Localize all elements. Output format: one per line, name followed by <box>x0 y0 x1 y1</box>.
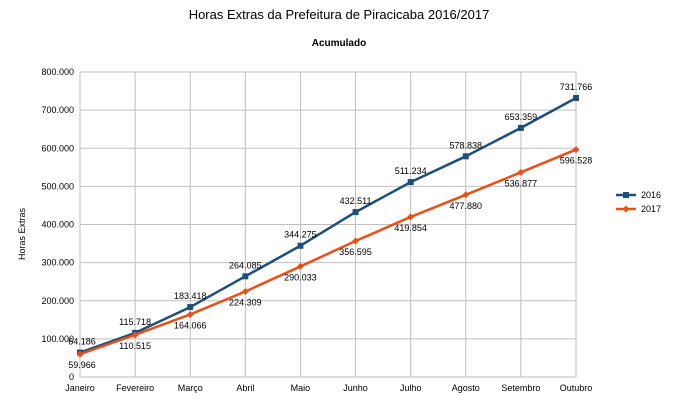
legend-marker-2016 <box>623 192 629 198</box>
series-line-2016 <box>79 96 577 354</box>
data-label-2017: 59.966 <box>68 360 96 370</box>
data-point-2016 <box>297 242 304 249</box>
x-tick-label: Setembro <box>501 383 540 393</box>
x-tick-label: Fevereiro <box>116 383 154 393</box>
data-point-2017 <box>131 331 139 339</box>
x-tick-label: Março <box>178 383 203 393</box>
data-point-2017 <box>517 168 525 176</box>
data-point-2016 <box>462 153 469 160</box>
axes: 0 100.000 200.000 300.000 400.000 500.000 600.… <box>41 67 592 393</box>
x-tick-label: Abril <box>236 383 254 393</box>
legend-label-2017: 2017 <box>641 204 661 214</box>
data-label-2017: 419.854 <box>394 223 427 233</box>
data-label-2017: 536.877 <box>505 178 538 188</box>
legend-marker-2017 <box>622 205 630 213</box>
y-tick-label: 300.000 <box>41 258 74 268</box>
y-tick-label: 400.000 <box>41 220 74 230</box>
x-tick-label: Julho <box>400 383 422 393</box>
data-label-2017: 164.066 <box>174 320 207 330</box>
plot-area-border <box>79 71 577 378</box>
legend: 2016 2017 <box>616 190 661 214</box>
y-tick-label: 800.000 <box>41 67 74 77</box>
y-axis-title: Horas Extras <box>17 207 27 260</box>
x-tick-label: Junho <box>343 383 368 393</box>
series-line-2017 <box>79 148 577 356</box>
data-point-2016 <box>573 95 579 102</box>
data-point-2017 <box>241 287 249 295</box>
data-label-2017: 224.309 <box>229 297 262 307</box>
data-label-2016: 432.511 <box>340 196 372 206</box>
y-tick-label: 500.000 <box>41 181 74 191</box>
data-labels: 64.186 115.718 183.418 264.085 344.275 432.51… <box>68 82 592 370</box>
series-lines <box>76 95 580 358</box>
y-tick-label: 600.000 <box>41 143 74 153</box>
y-tick-label: 100.000 <box>41 334 74 344</box>
data-label-2017: 356.595 <box>339 247 372 257</box>
data-label-2016: 653.359 <box>505 112 538 122</box>
data-label-2016: 115.718 <box>119 317 151 327</box>
data-label-2016: 344.275 <box>284 230 317 240</box>
x-tick-label: Outubro <box>560 383 593 393</box>
data-label-2016: 264.085 <box>229 260 262 270</box>
y-tick-label: 700.000 <box>41 105 74 115</box>
data-label-2016: 64.186 <box>68 337 96 347</box>
data-label-2017: 477.880 <box>450 201 483 211</box>
data-point-2016 <box>407 179 414 186</box>
data-point-2017 <box>352 237 360 245</box>
data-point-2016 <box>517 124 524 131</box>
data-point-2017 <box>462 191 470 199</box>
legend-label-2016: 2016 <box>641 190 661 200</box>
data-point-2016 <box>187 304 194 311</box>
y-tick-label: 200.000 <box>41 296 74 306</box>
x-tick-label: Maio <box>291 383 311 393</box>
x-tick-label: Janeiro <box>65 383 95 393</box>
data-label-2016: 511.234 <box>395 166 427 176</box>
data-point-2017 <box>296 262 304 270</box>
gridlines <box>79 71 577 378</box>
data-point-2017 <box>76 350 84 358</box>
chart-subtitle: Acumulado <box>312 38 366 49</box>
data-label-2017: 110.515 <box>119 341 151 351</box>
data-point-2017 <box>572 146 580 154</box>
data-point-2017 <box>407 213 415 221</box>
x-tick-label: Agosto <box>452 383 480 393</box>
data-label-2016: 578.838 <box>450 140 483 150</box>
data-label-2016: 731.766 <box>560 82 593 92</box>
data-label-2016: 183.418 <box>174 291 207 301</box>
data-point-2016 <box>242 273 249 280</box>
chart-title: Horas Extras da Prefeitura de Piracicaba… <box>189 7 490 22</box>
data-point-2016 <box>352 209 359 216</box>
data-label-2017: 596.528 <box>560 156 593 166</box>
data-label-2017: 290.033 <box>284 272 317 282</box>
data-point-2017 <box>186 310 194 318</box>
y-tick-label: 0 <box>69 372 74 382</box>
